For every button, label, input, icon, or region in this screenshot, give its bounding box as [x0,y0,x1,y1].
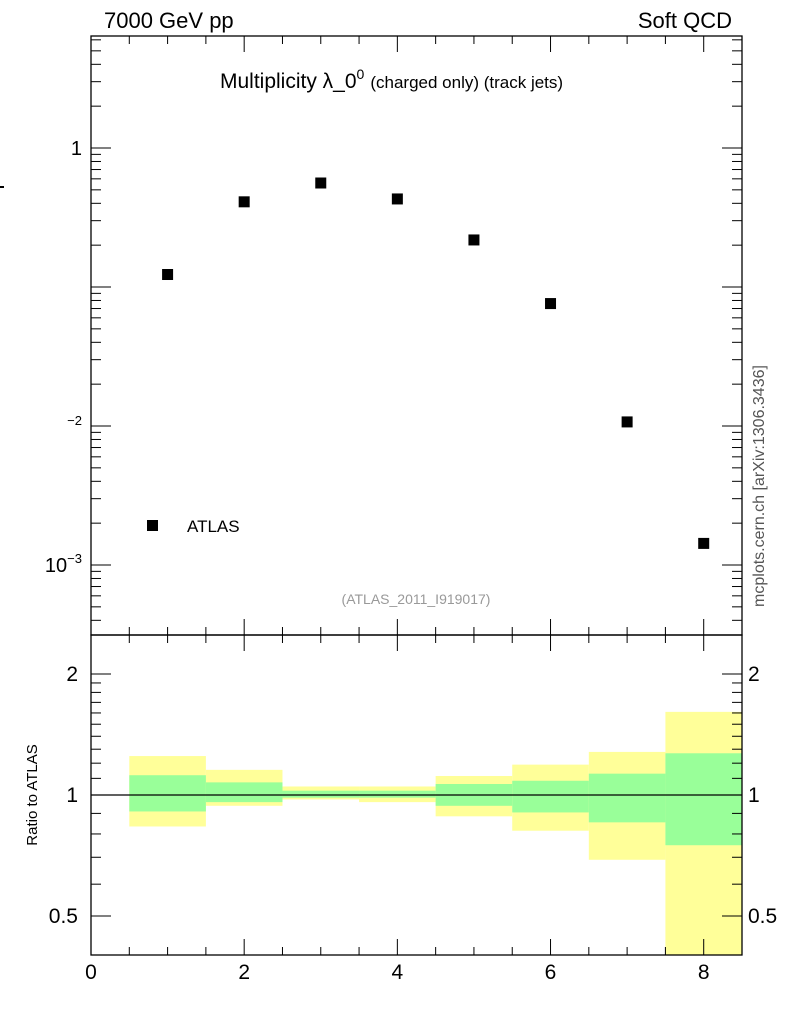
data-point [315,177,327,189]
main-frame [90,35,743,636]
ratio-y-tick-label-right: 2 [748,663,760,686]
data-point [162,269,174,281]
data-point [545,298,557,310]
y-tick-label: 10−3 [45,551,82,577]
x-tick-label: 4 [392,961,404,984]
ratio-band-stat [588,773,666,823]
x-tick-label: 6 [545,961,557,984]
tick-labels: 0 2 4 6 8 1 −2 10−3 0.5 0.5 1 1 2 2 [45,138,777,984]
data-point [391,193,403,205]
process-label: Soft QCD [637,8,732,33]
analysis-watermark: (ATLAS_2011_I919017) [342,591,491,607]
ratio-y-tick-label: 1 [66,784,78,807]
ratio-y-tick-label: 2 [66,663,78,686]
legend-label: ATLAS [187,517,240,536]
x-tick-label: 0 [85,961,97,984]
data-markers [162,177,710,549]
x-tick-label: 2 [238,961,250,984]
source-label: mcplots.cern.ch [arXiv:1306.3436] [751,365,768,607]
legend-marker [147,520,158,531]
ratio-bands [129,711,742,955]
ratio-y-tick-label-right: 1 [748,784,760,807]
energy-label: 7000 GeV pp [104,8,234,33]
ratio-band-stat [512,780,589,813]
ratio-ylabel: Ratio to ATLAS [24,744,41,845]
data-point [621,416,633,428]
ratio-band-stat [282,790,360,798]
y-tick-label: −2 [67,413,82,428]
ratio-y-tick-label-right: 0.5 [748,905,777,928]
ratio-band-stat [665,753,742,846]
x-tick-label: 8 [698,961,710,984]
ratio-band-stat [129,775,206,812]
axis-ticks [90,36,743,955]
ratio-band-stat [359,790,436,798]
data-point [238,196,250,208]
data-point [468,234,480,246]
ratio-band-stat [205,782,283,803]
data-point [698,537,710,549]
ratio-y-tick-label: 0.5 [49,905,78,928]
y-tick-label: 1 [71,138,82,160]
plot-title: Multiplicity λ_00 (charged only) (track j… [220,66,563,93]
main-ylabel-stub [0,186,4,188]
